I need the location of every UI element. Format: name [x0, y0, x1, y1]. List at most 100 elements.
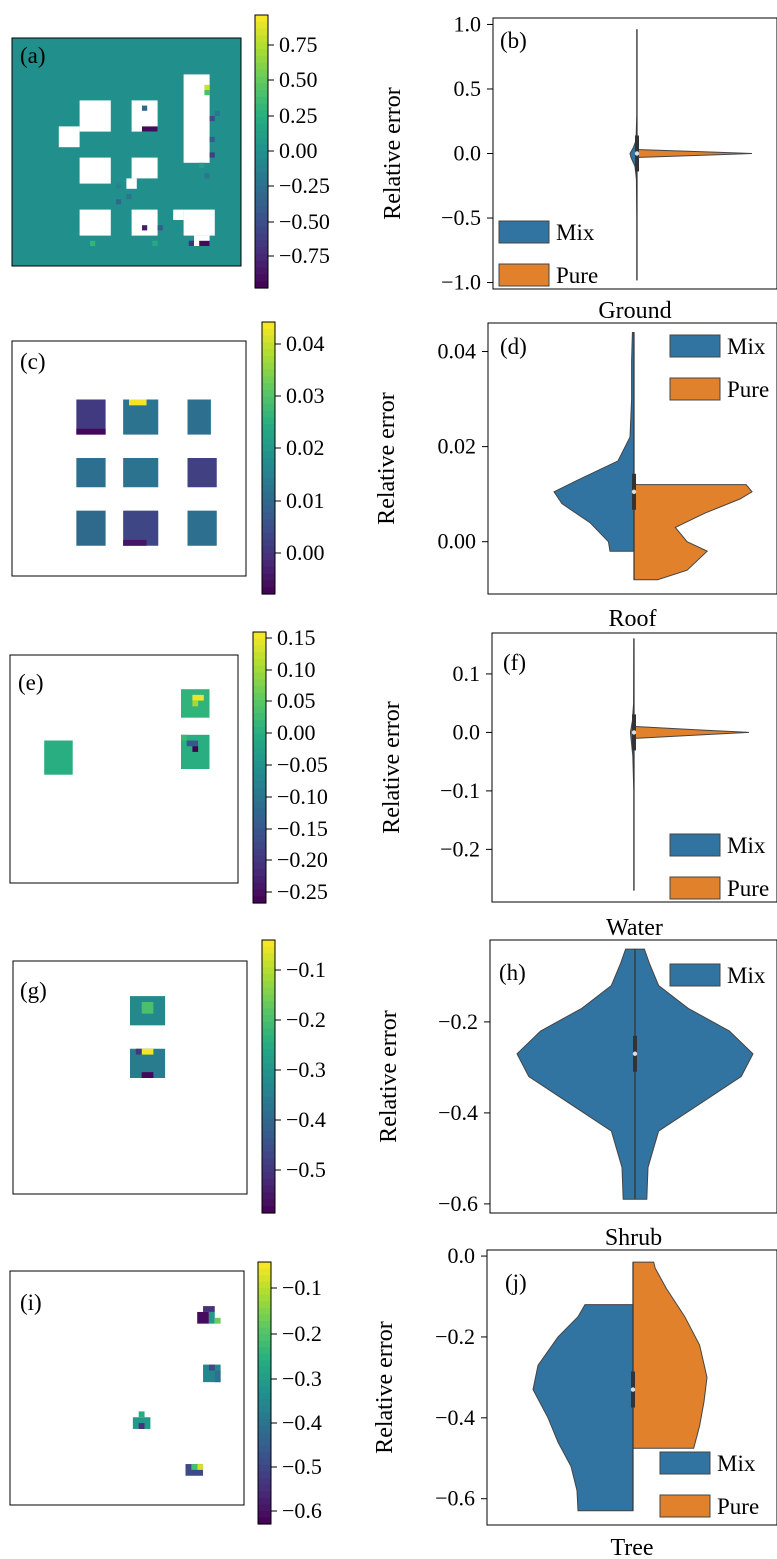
- colorbar-segment: [262, 464, 275, 473]
- map-panel-e: (e): [9, 654, 239, 884]
- colorbar-segment: [258, 1373, 271, 1381]
- colorbar-tick-label: −0.5: [286, 1157, 326, 1182]
- colorbar-segment: [255, 274, 268, 282]
- colorbar-segment: [262, 328, 275, 337]
- legend-swatch-pure: [669, 377, 721, 401]
- map-pixel: [126, 194, 132, 200]
- colorbar-segment: [255, 226, 268, 234]
- map-pixel: [135, 1048, 142, 1055]
- colorbar-segment: [255, 192, 268, 200]
- map-pixel: [197, 1311, 209, 1324]
- colorbar-tick-label: 0.00: [279, 138, 318, 163]
- legend-swatch-mix: [669, 334, 721, 358]
- colorbar-segment: [262, 362, 275, 371]
- colorbar-segment: [258, 1347, 271, 1355]
- colorbar-segment: [258, 1275, 271, 1283]
- colorbar-segment: [253, 808, 266, 816]
- colorbar-tick-label: −0.2: [282, 1321, 322, 1346]
- colorbar-segment: [253, 699, 266, 708]
- map-pixel: [191, 1464, 198, 1470]
- violin-median: [630, 1387, 636, 1392]
- colorbar-tick-label: 0.00: [277, 720, 316, 745]
- map-pixel: [204, 90, 210, 96]
- colorbar-segment: [262, 1083, 275, 1091]
- colorbar-segment: [262, 1076, 275, 1084]
- colorbar-tick-label: −0.10: [277, 784, 328, 809]
- map-pixel: [203, 1306, 215, 1312]
- legend-swatch-pure: [498, 263, 550, 287]
- map-c-pixels: [76, 399, 217, 546]
- colorbar-segment: [262, 1110, 275, 1119]
- map-panel-c: (c): [11, 340, 247, 577]
- colorbar-tick-label: −0.50: [279, 209, 330, 234]
- colorbar-segment: [255, 76, 268, 84]
- colorbar-tick-label: 0.03: [286, 383, 325, 408]
- map-pixel: [90, 240, 96, 246]
- colorbar-segment: [262, 417, 275, 425]
- colorbar-segment: [262, 1199, 275, 1207]
- colorbar-segment: [255, 83, 268, 91]
- colorbar-segment: [262, 560, 275, 568]
- colorbar-frame: [257, 1261, 272, 1525]
- panel-label: (h): [499, 960, 526, 985]
- colorbar-segment: [253, 726, 266, 735]
- map-pixel: [186, 740, 199, 747]
- panel-label: (d): [500, 334, 527, 359]
- map-a-pixels: [58, 74, 220, 246]
- legend-label-mix: Mix: [727, 963, 766, 988]
- map-pixel: [204, 173, 210, 179]
- colorbar-segment: [253, 679, 266, 687]
- colorbar-segment: [253, 882, 266, 891]
- colorbar-segment: [255, 206, 268, 214]
- colorbar-segment: [262, 980, 275, 989]
- x-axis-label: Tree: [610, 1535, 653, 1559]
- colorbar-segment: [262, 587, 275, 595]
- colorbar-segment: [258, 1360, 271, 1368]
- colorbar-segment: [262, 1172, 275, 1180]
- y-axis-label: Relative error: [372, 1321, 398, 1454]
- y-tick-label: −0.2: [435, 1324, 475, 1349]
- x-axis-label: Shrub: [605, 1225, 662, 1251]
- colorbar-segment: [255, 219, 268, 228]
- colorbar-a: 0.75 0.50 0.25 0.00 −0.25 −0.50 −0.75: [254, 14, 330, 289]
- map-pixel: [142, 126, 158, 132]
- colorbar-segment: [255, 103, 268, 112]
- colorbar-segment: [262, 376, 275, 384]
- map-pixel: [188, 240, 194, 246]
- colorbar-segment: [253, 848, 266, 857]
- colorbar-segment: [262, 444, 275, 452]
- colorbar-e: 0.15 0.10 0.05 0.00 −0.05 −0.10 −0.15 −0.20 −0.2…: [252, 625, 328, 904]
- map-pixel: [138, 1411, 145, 1418]
- colorbar-segment: [258, 1393, 271, 1401]
- colorbar-segment: [255, 185, 268, 194]
- colorbar-frame: [252, 631, 267, 904]
- map-e-pixels: [44, 689, 210, 775]
- y-axis-label: Relative error: [374, 392, 400, 525]
- violin-median: [631, 730, 637, 735]
- y-tick-label: 1.0: [454, 11, 482, 36]
- colorbar-segment: [262, 1096, 275, 1105]
- map-pixel: [138, 1423, 145, 1429]
- colorbar-segment: [262, 1151, 275, 1159]
- colorbar-segment: [262, 1124, 275, 1132]
- colorbar-segment: [262, 383, 275, 391]
- colorbar-tick-label: −0.3: [286, 1057, 326, 1082]
- colorbar-segment: [258, 1386, 271, 1394]
- colorbar-segment: [253, 645, 266, 653]
- colorbar-segment: [262, 1062, 275, 1071]
- map-pixel: [157, 225, 163, 231]
- colorbar-tick-label: −0.1: [282, 1275, 322, 1300]
- colorbar-segment: [262, 1021, 275, 1030]
- panel-label: (f): [503, 650, 526, 675]
- map-pixel: [197, 1464, 204, 1470]
- colorbar-segment: [262, 437, 275, 445]
- colorbar-segment: [258, 1353, 271, 1361]
- colorbar-segment: [253, 875, 266, 884]
- map-pixel: [152, 240, 158, 246]
- y-tick-label: −0.4: [438, 1100, 478, 1125]
- map-pixel: [209, 116, 215, 122]
- map-c-label: (c): [20, 349, 46, 374]
- legend-label-pure: Pure: [556, 263, 598, 288]
- map-pixel: [187, 399, 211, 435]
